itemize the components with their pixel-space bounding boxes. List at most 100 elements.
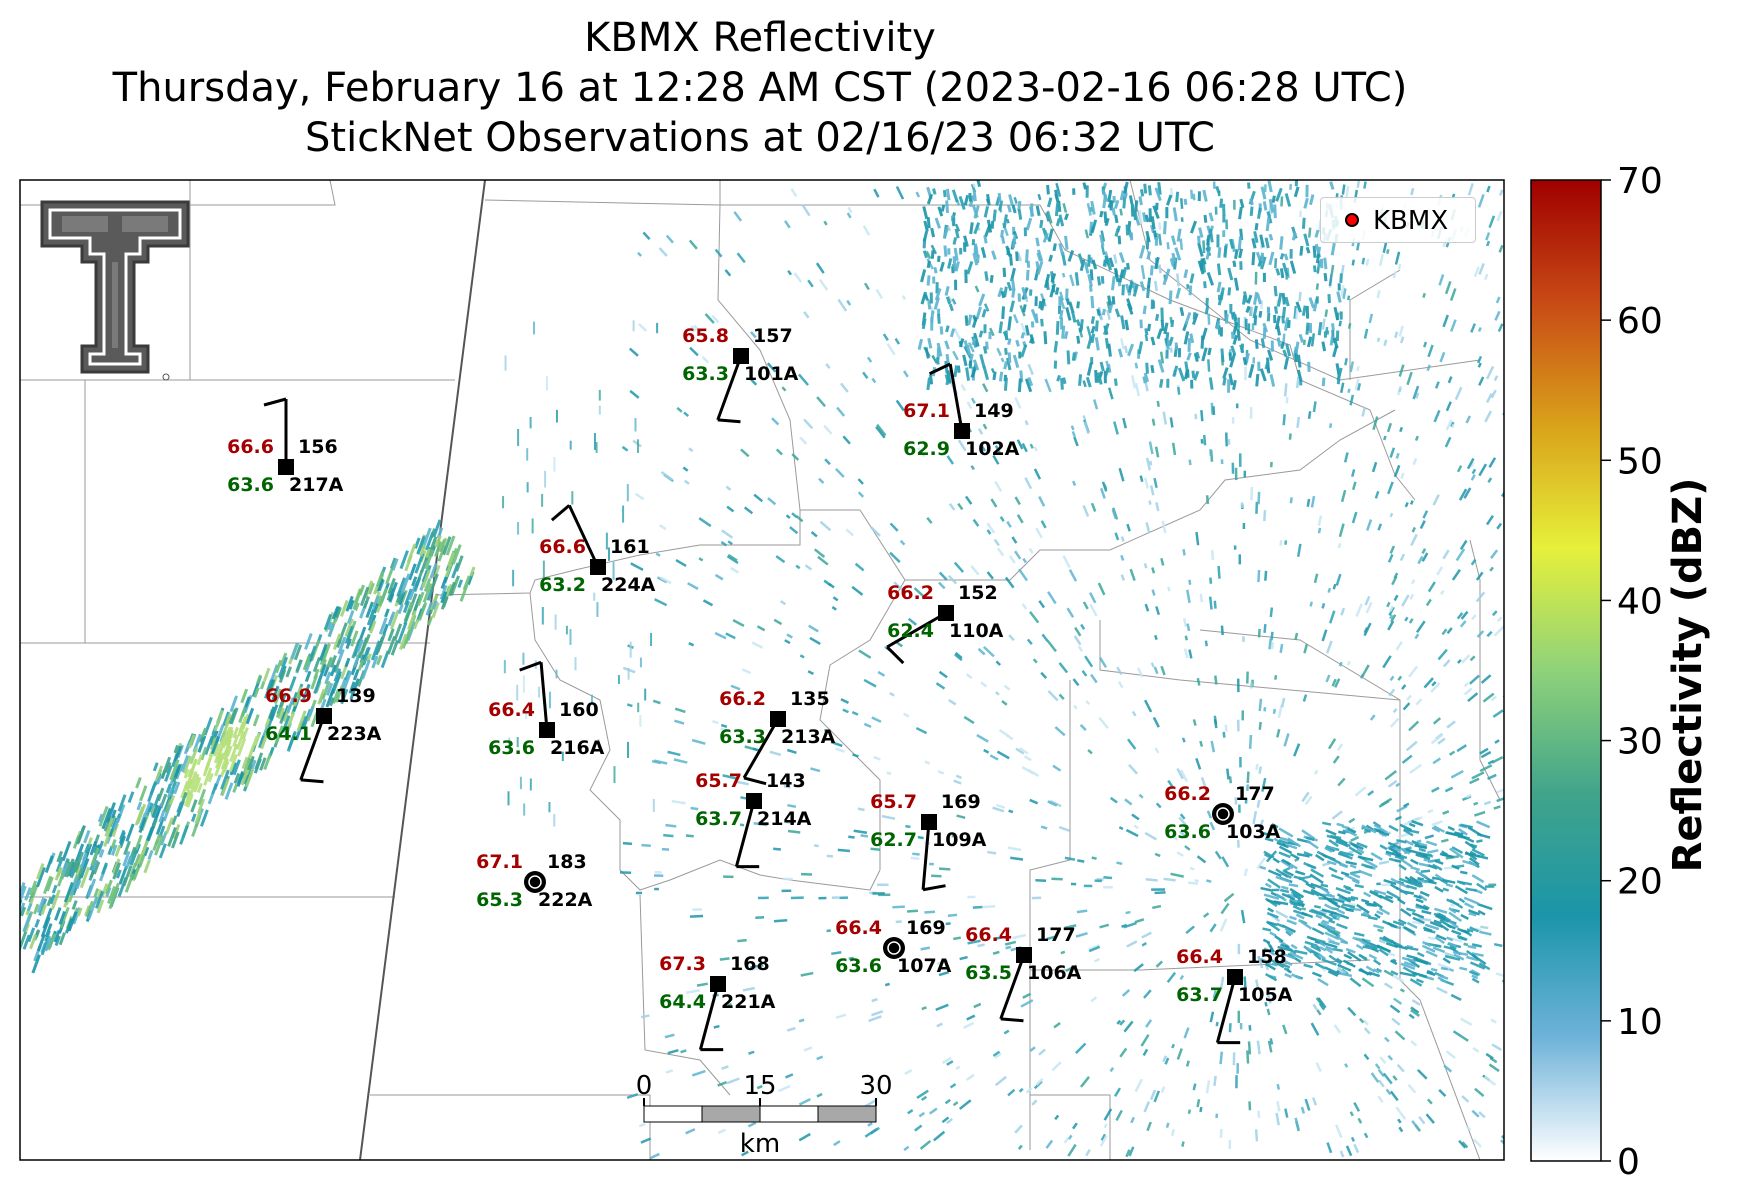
station-id: 109A (932, 829, 987, 851)
station-value: 149 (974, 400, 1014, 422)
wind-barb-shaft (921, 821, 931, 890)
station-square-icon (921, 814, 937, 830)
colorbar-tick-label: 10 (1617, 1002, 1663, 1043)
station-dewpoint: 62.4 (887, 620, 934, 642)
station-temperature: 66.6 (227, 436, 274, 458)
station-dewpoint: 65.3 (476, 889, 523, 911)
station-value: 169 (906, 917, 946, 939)
wind-barb-shaft (742, 718, 780, 779)
station-id: 223A (327, 723, 382, 745)
station-square-icon (938, 605, 954, 621)
station-temperature: 66.9 (265, 685, 312, 707)
station-223A: 66.9 64.1 139 223A (265, 685, 382, 784)
wind-barb-shaft (999, 954, 1026, 1020)
station-dewpoint: 63.3 (719, 726, 766, 748)
station-id: 106A (1027, 962, 1082, 984)
station-106A: 66.4 63.5 177 106A (965, 924, 1082, 1023)
wind-barb-shaft (948, 363, 964, 432)
reflectivity-echoes (20, 180, 1504, 1160)
sticknet-stations: 65.8 63.3 157 101A 67.1 62.9 149 102A 66.6 63.6 15… (227, 325, 1293, 1052)
wind-barb-shaft (299, 715, 326, 781)
station-221A: 67.3 64.4 168 221A (659, 953, 776, 1052)
station-square-icon (278, 459, 294, 475)
wind-barb-flag (743, 776, 767, 786)
station-id: 101A (744, 363, 799, 385)
station-value: 156 (298, 436, 338, 458)
station-217A: 66.6 63.6 156 217A (227, 397, 344, 496)
station-value: 183 (547, 851, 587, 873)
station-dewpoint: 64.4 (659, 991, 706, 1013)
station-temperature: 65.8 (682, 325, 729, 347)
station-square-icon (733, 348, 749, 364)
station-temperature: 66.6 (539, 536, 586, 558)
station-dewpoint: 63.3 (682, 363, 729, 385)
station-216A: 66.4 63.6 160 216A (488, 660, 605, 759)
station-101A: 65.8 63.3 157 101A (682, 325, 799, 424)
station-213A: 66.2 63.3 135 213A (719, 688, 836, 786)
station-temperature: 67.3 (659, 953, 706, 975)
station-id: 103A (1226, 821, 1281, 843)
station-temperature: 67.1 (476, 851, 523, 873)
station-temperature: 66.4 (488, 699, 535, 721)
station-dewpoint: 63.6 (1164, 821, 1211, 843)
station-id: 217A (289, 474, 344, 496)
wind-barb-flag (886, 645, 905, 665)
station-value: 177 (1235, 783, 1275, 805)
station-dewpoint: 63.2 (539, 574, 586, 596)
scale-tick-15: 15 (743, 1071, 776, 1101)
wind-barb-shaft (698, 983, 720, 1051)
wind-barb-flag (928, 362, 951, 376)
station-square-icon (746, 793, 762, 809)
station-temperature: 66.2 (719, 688, 766, 710)
station-dewpoint: 63.6 (488, 737, 535, 759)
calm-wind-icon (1212, 803, 1234, 825)
station-224A: 66.6 63.2 161 224A (539, 504, 656, 596)
station-id: 213A (781, 726, 836, 748)
station-id: 214A (757, 808, 812, 830)
station-value: 160 (559, 699, 599, 721)
station-value: 177 (1036, 924, 1076, 946)
station-id: 222A (538, 889, 593, 911)
station-105A: 66.4 63.7 158 105A (1176, 946, 1293, 1045)
wind-barb-flag (550, 504, 571, 522)
wind-barb-flag (1000, 1017, 1024, 1023)
station-value: 158 (1247, 946, 1287, 968)
station-id: 110A (949, 620, 1004, 642)
wind-barb-shaft (539, 662, 549, 731)
station-temperature: 65.7 (870, 791, 917, 813)
station-dewpoint: 63.7 (695, 808, 742, 830)
station-temperature: 67.1 (903, 400, 950, 422)
title-line-2: Thursday, February 16 at 12:28 AM CST (2… (112, 65, 1408, 111)
wind-barb-flag (922, 884, 946, 892)
wind-barb-shaft (1215, 976, 1237, 1044)
wind-barb-flag (263, 397, 287, 407)
calm-wind-icon (883, 937, 905, 959)
wind-barb-shaft (886, 611, 947, 649)
station-temperature: 66.4 (835, 917, 882, 939)
colorbar-tick-label: 70 (1617, 161, 1663, 202)
station-id: 224A (601, 574, 656, 596)
station-109A: 65.7 62.7 169 109A (870, 791, 987, 892)
station-square-icon (539, 722, 555, 738)
legend-label: KBMX (1373, 206, 1449, 236)
station-102A: 67.1 62.9 149 102A (903, 362, 1020, 460)
wind-barb-flag (717, 418, 741, 424)
station-dewpoint: 62.7 (870, 829, 917, 851)
station-dewpoint: 63.5 (965, 962, 1012, 984)
station-103A: 66.2 63.6 177 103A (1164, 783, 1281, 843)
station-square-icon (710, 976, 726, 992)
station-value: 157 (753, 325, 793, 347)
scale-bar: 0 15 30 km (636, 1071, 893, 1159)
station-value: 168 (730, 953, 770, 975)
station-temperature: 66.2 (1164, 783, 1211, 805)
station-214A: 65.7 63.7 143 214A (695, 770, 812, 869)
station-id: 102A (965, 438, 1020, 460)
colorbar-tick-label: 60 (1617, 301, 1663, 342)
station-107A: 66.4 63.6 169 107A (835, 917, 952, 977)
scale-tick-30: 30 (859, 1071, 892, 1101)
station-222A: 67.1 65.3 183 222A (476, 851, 593, 911)
colorbar-tick-label: 40 (1617, 581, 1663, 622)
station-value: 143 (766, 770, 806, 792)
